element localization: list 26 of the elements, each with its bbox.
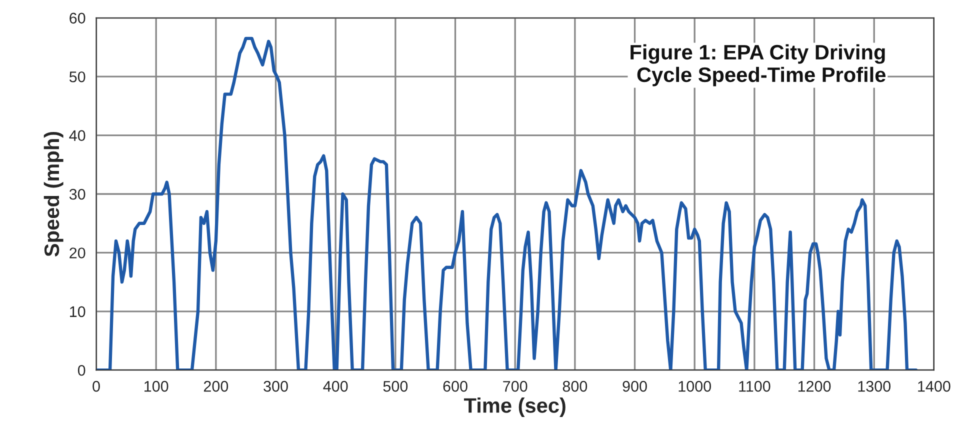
x-tick-label: 500 bbox=[383, 380, 408, 392]
x-tick-label: 1100 bbox=[739, 380, 770, 392]
y-tick-label: 20 bbox=[70, 248, 86, 258]
y-tick-label: 50 bbox=[69, 71, 86, 82]
x-axis-title: Time (sec) bbox=[464, 398, 566, 417]
y-tick-label: 10 bbox=[70, 306, 86, 318]
x-tick-label: 200 bbox=[204, 380, 228, 392]
line-series bbox=[96, 36, 918, 370]
x-tick-label: 400 bbox=[323, 380, 348, 392]
y-axis-title: Speed (mph) bbox=[44, 132, 64, 256]
x-tick-label: 800 bbox=[562, 380, 588, 392]
y-tick-label: 40 bbox=[69, 130, 86, 141]
x-tick-label: 0 bbox=[92, 380, 100, 392]
x-tick-label: 1400 bbox=[918, 380, 950, 392]
x-tick-label: 1300 bbox=[858, 380, 891, 392]
y-tick-label: 0 bbox=[78, 364, 86, 376]
x-tick-label: 900 bbox=[622, 380, 647, 392]
y-tick-label: 60 bbox=[70, 12, 86, 24]
x-tick-label: 700 bbox=[503, 380, 528, 392]
y-tick-label: 30 bbox=[69, 188, 86, 200]
x-tick-label: 1200 bbox=[798, 380, 831, 392]
x-tick-label: 300 bbox=[264, 380, 288, 392]
text: Figure 1: EPA City Driving Cycle Speed-Time Profile bbox=[630, 44, 886, 86]
x-tick-label: 1000 bbox=[678, 380, 711, 392]
x-tick-label: 600 bbox=[443, 380, 468, 392]
x-tick-label: 100 bbox=[144, 380, 168, 392]
